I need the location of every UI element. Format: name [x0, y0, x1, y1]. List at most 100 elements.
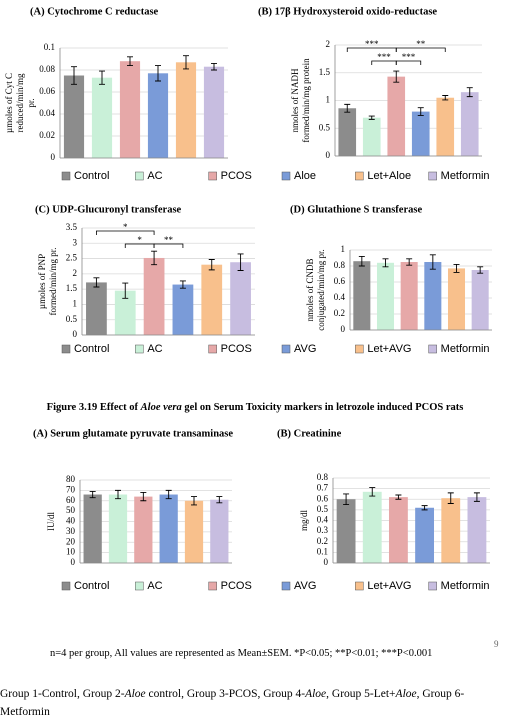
significance-label: * — [137, 235, 142, 245]
significance-label: *** — [365, 39, 379, 49]
y-tick-label: 0.4 — [334, 292, 346, 302]
bar — [230, 262, 251, 335]
legend-swatch — [355, 581, 364, 591]
legend-label: Control — [74, 343, 109, 355]
chart-title: (B) 17β Hydroxysteroid oxido-reductase — [258, 6, 437, 17]
bar — [388, 497, 408, 563]
y-tick-label: 0.1 — [317, 546, 328, 556]
error-bar — [453, 263, 460, 273]
text-run: Aloe vera — [140, 402, 182, 413]
y-tick-label: 60 — [66, 495, 76, 505]
figure-caption: Figure 3.19 Effect of Aloe vera gel on S… — [0, 402, 510, 413]
legend-swatch — [208, 581, 217, 591]
y-tick-label: 0.3 — [317, 525, 329, 535]
y-tick-label: 1 — [341, 244, 346, 254]
legend-label: Let+AVG — [367, 580, 411, 592]
text-run: , Group 6-Metformin — [0, 688, 465, 718]
error-bar — [343, 493, 350, 506]
legend-swatch — [61, 171, 71, 181]
y-tick-label: 80 — [66, 474, 76, 484]
significance-bracket — [96, 230, 155, 235]
legend-swatch — [61, 581, 71, 591]
y-tick-label: 1 — [326, 95, 331, 105]
y-tick-label: 0.1 — [44, 42, 55, 52]
error-bar — [417, 107, 424, 116]
chart-title: (A) Serum glutamate pyruvate transaminas… — [33, 428, 233, 439]
error-bar — [477, 266, 484, 274]
y-tick-label: 0 — [326, 150, 331, 160]
bar — [203, 66, 225, 158]
bar — [159, 494, 178, 563]
error-bar — [151, 250, 158, 266]
y-tick-label: 3.5 — [66, 222, 78, 232]
bar — [119, 61, 141, 159]
error-bar — [395, 494, 402, 500]
error-bar — [421, 505, 428, 511]
text-run: Aloe — [124, 688, 146, 700]
y-tick-label: 0.6 — [334, 276, 346, 286]
bar — [143, 257, 165, 335]
footnote: n=4 per group, All values are represente… — [50, 648, 433, 659]
legend-swatch — [281, 344, 291, 354]
error-bar — [466, 87, 473, 98]
y-tick-label: 0.5 — [319, 122, 331, 132]
error-bar — [473, 492, 480, 502]
y-tick-label: 50 — [66, 505, 76, 515]
error-bar — [447, 492, 454, 504]
error-bar — [179, 280, 186, 289]
significance-label: ** — [416, 39, 426, 49]
legend-swatch — [428, 581, 437, 591]
y-tick-label: 2 — [73, 268, 78, 278]
y-axis-label: µmoles of Cyt C — [4, 73, 14, 133]
legend-label: Let+Aloe — [367, 170, 411, 182]
significance-label: *** — [377, 52, 391, 62]
bar — [387, 76, 406, 156]
legend-swatch — [208, 344, 217, 354]
chart-title: (B) Creatinine — [277, 428, 342, 439]
text-run: Group 1-Control, Group 2- — [0, 688, 125, 700]
error-bar — [89, 490, 96, 499]
text-run: control, Group 3-PCOS, Group 4- — [145, 688, 306, 700]
bar — [114, 290, 136, 335]
legend-label: PCOS — [221, 170, 252, 182]
y-tick-label: 0.8 — [334, 260, 346, 270]
y-axis-label: formed/min/mg protein — [301, 58, 311, 143]
bar — [447, 268, 466, 330]
bar — [441, 498, 461, 563]
y-tick-label: 0.2 — [334, 308, 345, 318]
significance-bracket — [395, 60, 422, 65]
y-tick-label: 0.7 — [317, 483, 329, 493]
y-tick-label: 0.5 — [317, 504, 329, 514]
bar — [436, 97, 455, 156]
error-bar — [115, 489, 121, 500]
bar — [86, 282, 107, 335]
y-axis-label: conjugated/min/mg pr. — [316, 249, 326, 331]
y-axis-label: formed/min/mg pr. — [48, 248, 58, 316]
legend-label: PCOS — [221, 580, 252, 592]
bar — [362, 117, 381, 156]
y-tick-label: 70 — [66, 484, 76, 494]
error-bar — [208, 259, 215, 271]
bar — [108, 494, 128, 563]
bar — [175, 62, 197, 158]
y-tick-label: 2 — [326, 39, 331, 49]
text-run: Figure 3.19 Effect of — [46, 402, 141, 413]
legend-label: AC — [147, 580, 162, 592]
bar — [424, 262, 442, 330]
error-bar — [165, 489, 172, 500]
error-bar — [442, 95, 449, 101]
error-bar — [71, 66, 77, 85]
bar — [83, 494, 102, 563]
error-bar — [93, 277, 100, 288]
groups-text: Group 1-Control, Group 2-Aloe control, G… — [0, 685, 505, 719]
bar — [467, 497, 487, 563]
legend-swatch — [281, 171, 291, 181]
bar — [336, 499, 356, 563]
y-axis-label: µmoles of PNP — [37, 254, 47, 309]
y-tick-label: 0 — [71, 557, 76, 567]
y-tick-label: 0.06 — [39, 86, 55, 96]
y-tick-label: 40 — [66, 516, 76, 526]
significance-label: *** — [402, 52, 416, 62]
error-bar — [155, 65, 161, 82]
